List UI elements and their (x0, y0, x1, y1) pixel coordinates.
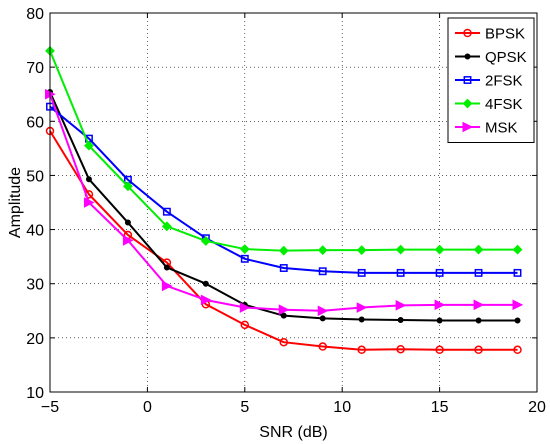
legend-label-bpsk: BPSK (485, 26, 525, 43)
data-point-bpsk (513, 345, 522, 355)
data-point-2fsk (396, 268, 405, 277)
data-point-2fsk (435, 268, 444, 277)
legend-item-4fsk: 4FSK (455, 96, 523, 113)
data-point-bpsk (357, 345, 366, 355)
data-point-qpsk (85, 176, 92, 183)
data-point-msk (512, 299, 524, 311)
y-tick-label: 80 (26, 6, 44, 23)
data-point-4fsk (356, 245, 367, 256)
data-point-msk (473, 299, 485, 311)
x-tick-label: 0 (143, 399, 152, 416)
series-line-4fsk (49, 50, 518, 252)
legend-marker-msk (462, 121, 474, 133)
data-point-2fsk (162, 207, 171, 216)
legend-label-msk: MSK (485, 120, 518, 137)
data-point-2fsk (279, 264, 288, 272)
y-tick-label: 60 (26, 114, 44, 131)
data-point-4fsk (161, 221, 172, 232)
legend: BPSK QPSK 2FSK 4FSK MSK (447, 17, 535, 143)
data-point-4fsk (200, 236, 211, 246)
legend-item-bpsk: BPSK (455, 26, 525, 43)
y-tick-label: 40 (26, 223, 44, 240)
x-tick-label: 15 (431, 399, 449, 416)
data-point-msk (395, 300, 407, 311)
y-tick-label: 50 (26, 168, 44, 185)
data-point-qpsk (358, 316, 365, 323)
series-group (45, 45, 524, 355)
data-point-msk (161, 280, 173, 292)
legend-label-qpsk: QPSK (485, 49, 527, 66)
x-tick-label: −5 (41, 399, 59, 416)
data-point-4fsk (434, 244, 445, 255)
series-line-msk (49, 93, 518, 312)
data-point-bpsk (240, 320, 250, 330)
data-point-2fsk (357, 268, 366, 277)
data-point-4fsk (84, 140, 94, 151)
series-msk (45, 88, 524, 317)
series-line-qpsk (49, 91, 518, 322)
data-point-4fsk (123, 181, 133, 192)
legend-label-2fsk: 2FSK (485, 73, 523, 90)
data-point-qpsk (319, 315, 326, 322)
x-tick-label: 20 (528, 399, 546, 416)
data-point-msk (83, 197, 95, 208)
data-point-bpsk (318, 342, 327, 351)
legend-item-2fsk: 2FSK (455, 73, 523, 90)
data-point-msk (434, 299, 446, 311)
data-point-4fsk (473, 244, 484, 255)
data-point-qpsk (124, 219, 131, 226)
legend-marker-2fsk (463, 76, 472, 84)
legend-label-4fsk: 4FSK (485, 96, 523, 113)
y-tick-label: 10 (26, 385, 44, 402)
data-point-qpsk (202, 280, 209, 287)
y-tick-label: 20 (26, 331, 44, 348)
data-point-msk (278, 304, 290, 316)
data-point-qpsk (514, 317, 521, 324)
data-point-4fsk (317, 245, 328, 256)
data-point-2fsk (240, 254, 249, 263)
y-tick-label: 30 (26, 277, 44, 294)
data-point-bpsk (435, 345, 444, 355)
x-tick-label: 10 (333, 399, 351, 416)
x-axis-label: SNR (dB) (259, 424, 327, 441)
data-point-qpsk (280, 312, 287, 319)
data-point-msk (239, 302, 251, 313)
data-point-qpsk (436, 317, 443, 324)
plot-frame (49, 12, 538, 393)
data-point-msk (122, 235, 134, 246)
data-point-msk (356, 302, 368, 313)
data-point-4fsk (239, 244, 250, 254)
legend-marker-4fsk (462, 98, 473, 109)
legend-marker-bpsk (463, 28, 472, 38)
data-point-4fsk (512, 244, 523, 255)
data-point-qpsk (397, 316, 404, 323)
series-qpsk (47, 89, 521, 324)
series-bpsk (45, 126, 522, 355)
data-point-bpsk (474, 345, 483, 355)
data-point-msk (317, 305, 329, 317)
series-line-bpsk (49, 130, 518, 351)
y-axis-label: Amplitude (7, 167, 24, 238)
data-point-4fsk (278, 245, 289, 256)
data-point-2fsk (513, 268, 522, 277)
data-point-4fsk (395, 244, 406, 255)
data-point-2fsk (474, 268, 483, 277)
legend-item-msk: MSK (455, 120, 518, 137)
series-4fsk (45, 45, 523, 256)
legend-marker-qpsk (464, 53, 471, 60)
data-point-bpsk (396, 344, 405, 354)
data-point-msk (200, 294, 212, 306)
legend-item-qpsk: QPSK (455, 49, 527, 66)
data-point-qpsk (475, 317, 482, 324)
data-point-qpsk (163, 264, 170, 271)
y-tick-label: 70 (26, 60, 44, 77)
x-tick-label: 5 (240, 399, 249, 416)
data-point-bpsk (279, 337, 289, 347)
series-line-2fsk (49, 105, 518, 274)
data-point-2fsk (318, 267, 327, 276)
